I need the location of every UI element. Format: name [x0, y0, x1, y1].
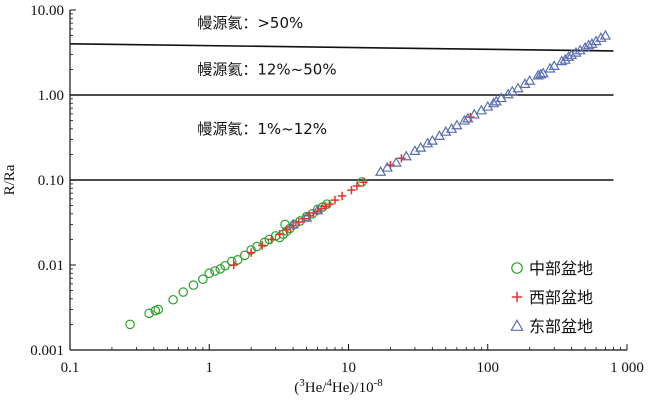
data-point: [239, 250, 250, 261]
data-point: [586, 37, 598, 48]
data-point: [409, 145, 421, 155]
x-tick-label: 100: [477, 360, 500, 376]
data-point: [259, 237, 270, 248]
legend-label: 西部盆地: [529, 288, 593, 307]
data-point: [330, 195, 340, 205]
data-point: [125, 319, 135, 330]
reference-line: [69, 43, 614, 52]
x-axis-title-superscript: 3: [299, 377, 305, 389]
data-point: [304, 211, 314, 220]
data-point: [397, 154, 406, 163]
data-point: [311, 204, 324, 215]
data-point: [535, 68, 547, 79]
data-point: [390, 156, 402, 167]
data-point: [246, 248, 256, 257]
annotation-text: 幔源氦：>50%: [197, 14, 303, 32]
data-point: [458, 114, 471, 125]
x-tick-label: 1 000: [610, 360, 644, 376]
data-point: [519, 78, 531, 88]
x-axis-title-superscript: -8: [374, 377, 384, 389]
data-point: [352, 181, 362, 191]
y-tick-label: 0.01: [38, 258, 64, 274]
legend-label: 东部盆地: [529, 317, 593, 336]
x-tick-label: 1: [206, 360, 214, 376]
data-point: [229, 260, 238, 270]
data-point: [451, 119, 463, 130]
data-point: [426, 134, 438, 145]
legend-marker: [511, 291, 523, 303]
data-point: [257, 241, 267, 250]
data-point: [252, 241, 262, 252]
x-tick-label: 10: [341, 360, 356, 376]
data-point: [300, 211, 313, 222]
data-point: [548, 60, 560, 70]
data-point: [590, 35, 602, 46]
data-point: [215, 264, 226, 274]
annotation-text: 幔源氦：12%~50%: [197, 60, 336, 78]
data-point: [359, 178, 368, 187]
x-axis-title: (3He/4He)/10-8: [294, 377, 383, 396]
y-axis-title: R/Ra: [2, 164, 18, 195]
data-point: [400, 150, 412, 161]
data-point: [168, 294, 178, 305]
x-axis-title-superscript: 4: [326, 377, 332, 389]
data-points: [125, 29, 612, 330]
reference-lines: [69, 43, 614, 181]
data-point: [144, 308, 154, 319]
data-point: [506, 85, 518, 96]
data-point: [524, 74, 536, 85]
annotations: 幔源氦：>50% 幔源氦：12%~50% 幔源氦：1%~12%: [197, 14, 336, 138]
y-tick-label: 0.10: [38, 173, 64, 189]
data-point: [421, 137, 434, 148]
data-point: [490, 95, 502, 106]
y-tick-label: 10.00: [30, 3, 64, 19]
data-point: [337, 191, 347, 201]
data-point: [294, 217, 304, 227]
data-point: [559, 53, 571, 64]
data-point: [198, 274, 208, 285]
y-tick-label: 0.001: [30, 343, 64, 359]
data-point: [347, 185, 356, 195]
data-point: [210, 266, 220, 276]
data-point: [220, 260, 230, 271]
data-point: [232, 255, 243, 265]
axes: 0.1 1 10 100 1 000 0.001 0.01 0.10 1.00 10.00 R/Ra…: [2, 3, 644, 396]
data-point: [153, 304, 164, 315]
data-point: [188, 280, 199, 290]
x-axis-title-part: He/: [305, 380, 327, 396]
data-point: [178, 287, 188, 297]
y-tick-label: 1.00: [38, 88, 64, 104]
data-point: [275, 230, 284, 239]
annotation-text: 幔源氦：1%~12%: [197, 120, 327, 138]
x-axis-title-part: He)/10: [332, 380, 374, 396]
data-point: [544, 62, 556, 73]
data-point: [570, 46, 582, 57]
data-point: [287, 218, 299, 229]
series-triangle: [287, 29, 612, 229]
legend-label: 中部盆地: [529, 259, 593, 278]
data-point: [267, 235, 276, 244]
data-point: [537, 67, 549, 78]
legend-marker: [510, 319, 524, 331]
data-point: [487, 97, 500, 108]
data-point: [574, 44, 586, 55]
data-point: [599, 29, 612, 40]
data-point: [502, 88, 514, 99]
data-point: [282, 225, 291, 234]
data-point: [595, 32, 607, 42]
x-tick-label: 0.1: [61, 360, 80, 376]
x-axis-title-part: (: [294, 380, 299, 396]
data-point: [381, 161, 393, 172]
data-point: [320, 202, 330, 211]
data-point: [565, 49, 578, 60]
data-point: [482, 100, 494, 111]
data-point: [204, 268, 215, 279]
data-point: [532, 69, 544, 80]
legend-marker: [511, 262, 523, 274]
data-point: [325, 199, 334, 209]
